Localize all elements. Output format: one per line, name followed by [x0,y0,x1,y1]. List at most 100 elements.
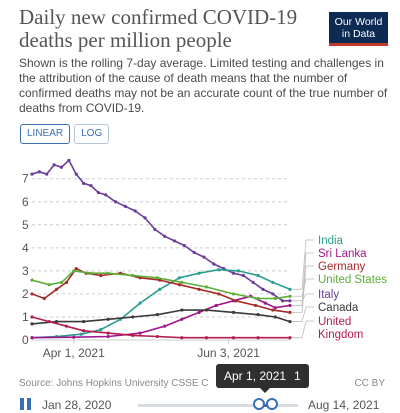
data-point [30,278,34,282]
data-point [30,336,34,340]
data-point [82,329,86,333]
data-point [202,255,206,259]
data-point [214,303,218,308]
data-point [138,301,142,305]
data-point [273,306,277,310]
legend-label: United States [318,274,387,286]
owid-logo[interactable]: Our World in Data [329,12,388,46]
timeline-start-handle[interactable] [253,398,265,410]
tooltip-date: Apr 1, 2021 [224,369,287,383]
data-point [45,172,49,176]
data-point [30,322,34,326]
data-point [47,283,51,287]
linear-scale-button[interactable]: LINEAR [20,124,71,144]
data-point [197,310,201,314]
data-point [52,163,56,167]
license-link[interactable]: CC BY [354,378,385,389]
data-point [155,313,159,317]
data-point [74,266,78,271]
legend-label: Sri Lanka [318,248,367,260]
y-tick-label: 2 [22,287,29,301]
data-point [99,273,103,278]
y-tick-label: 4 [22,241,29,255]
data-point [54,287,59,291]
logo-line-1: Our World [334,16,383,28]
pause-icon[interactable] [20,398,32,410]
data-point [241,273,245,278]
data-point [158,287,162,291]
y-tick-label: 6 [22,195,29,209]
data-point [251,280,255,285]
series-line-united-kingdom [31,316,290,339]
data-point [288,287,292,291]
data-point [172,239,177,243]
data-point [288,303,292,308]
data-point [256,296,260,301]
chart-subtitle: Shown is the rolling 7-day average. Limi… [19,56,388,115]
data-point [106,334,110,339]
data-point [288,336,292,340]
data-point [273,315,277,319]
timeline-end-handle[interactable] [266,398,278,410]
data-point [106,331,110,335]
data-point [72,269,76,273]
data-point [64,324,68,328]
log-scale-button[interactable]: LOG [74,124,110,144]
timeline-track[interactable] [138,404,298,407]
source-note[interactable]: Source: Johns Hopkins University CSSE C [19,378,209,389]
data-point [163,324,167,328]
y-tick-label: 5 [22,218,29,232]
timeline-end-label: Aug 14, 2021 [308,398,380,412]
data-point [143,216,147,220]
data-point [204,336,209,340]
series-line-united-states [31,270,291,300]
data-point [256,336,260,340]
data-point [288,294,292,298]
data-point [89,184,93,188]
data-point [288,319,292,324]
data-point [273,296,277,301]
data-point [131,315,135,319]
data-point [271,308,275,312]
data-point [204,285,209,289]
data-point [204,308,209,312]
legend-connector [292,239,314,290]
data-point [180,308,184,312]
data-point [155,276,159,280]
legend-connector [292,293,314,302]
data-point [42,296,46,301]
data-point [256,313,260,317]
logo-line-2: in Data [341,28,376,40]
legend-label: Canada [318,302,359,314]
data-point [231,292,236,296]
data-point [79,332,83,336]
legend-label: United [318,316,351,328]
data-point [271,292,275,296]
data-point [67,158,71,162]
data-point [254,303,258,308]
series-line-italy [31,159,290,302]
data-point [113,200,118,204]
data-point [104,193,108,197]
legend-label: Germany [318,261,366,273]
series-line-germany [31,267,291,314]
data-point [288,310,292,314]
data-point [59,280,64,285]
data-point [123,204,127,208]
legend-label: India [318,235,344,247]
y-tick-label: 1 [22,310,29,324]
data-point [231,310,236,314]
x-tick-label: Apr 1, 2021 [43,346,105,360]
data-point [261,287,265,291]
data-point [106,317,110,321]
data-point [177,276,182,280]
y-tick-label: 7 [22,172,29,186]
data-point [281,299,285,303]
data-point [106,271,110,275]
data-point [197,271,201,275]
data-point [30,172,34,176]
series-line-india [31,268,291,339]
data-point [234,299,238,303]
data-point [212,262,216,266]
